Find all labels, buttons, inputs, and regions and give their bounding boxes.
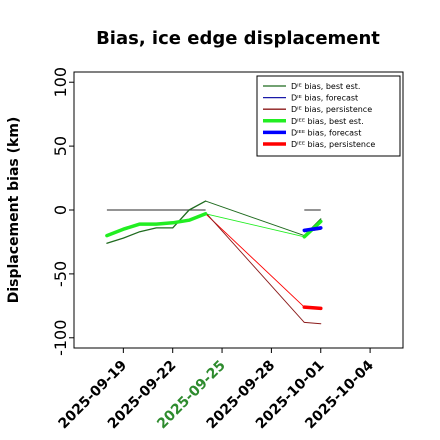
series-line-3 [303, 321, 322, 325]
chart-title: Bias, ice edge displacement [96, 28, 380, 49]
series-lines [105, 200, 323, 325]
gap-connector-line [205, 200, 305, 237]
y-tick-label: 0 [51, 205, 70, 215]
legend-label-6: Dᴵᴱᴱ bias, persistence [291, 140, 375, 149]
y-tick-label: 100 [51, 67, 70, 98]
series-line-5 [302, 226, 323, 233]
legend: Dᴵᴱ bias, best est. Dᴵᴱ bias, forecast Dᴵᴱ… [256, 75, 401, 157]
series-line-1 [106, 200, 207, 244]
series-line-4 [105, 212, 208, 238]
y-tick-label: 50 [51, 136, 70, 156]
gap-connector-line [205, 212, 305, 323]
connector-lines [205, 200, 305, 323]
gap-connector-line [205, 213, 305, 308]
y-axis-ticks: 100 50 0 -50 -100 [51, 67, 74, 356]
legend-label-3: Dᴵᴱ bias, persistence [291, 105, 372, 114]
gap-connector-line [205, 213, 305, 238]
x-axis-ticks: 2025-09-192025-09-222025-09-252025-09-28… [56, 348, 377, 432]
legend-label-4: Dᴵᴱᴱ bias, best est. [291, 117, 364, 126]
legend-label-2: Dᴵᴱ bias, forecast [291, 94, 358, 103]
y-tick-label: -50 [51, 261, 70, 287]
y-tick-label: -100 [51, 320, 70, 356]
legend-label-5: Dᴵᴱᴱ bias, forecast [291, 128, 361, 137]
legend-label-1: Dᴵᴱ bias, best est. [291, 82, 360, 91]
series-line-6 [302, 305, 323, 311]
y-axis-label: Displacement bias (km) [6, 117, 22, 304]
